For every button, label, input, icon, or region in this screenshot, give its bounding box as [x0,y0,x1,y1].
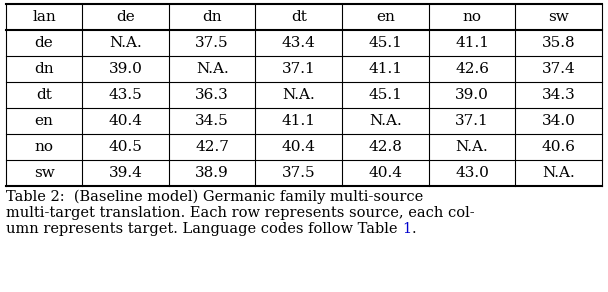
Text: multi-target translation. Each row represents source, each col-: multi-target translation. Each row repre… [6,206,475,220]
Text: 40.5: 40.5 [109,140,142,154]
Text: 39.0: 39.0 [109,62,142,76]
Text: 41.1: 41.1 [282,114,316,128]
Text: en: en [376,10,395,24]
Text: 39.4: 39.4 [109,166,142,180]
Text: dt: dt [291,10,307,24]
Text: 40.4: 40.4 [109,114,142,128]
Text: 34.5: 34.5 [195,114,229,128]
Text: 40.4: 40.4 [368,166,402,180]
Text: 34.3: 34.3 [542,88,576,102]
Text: de: de [116,10,135,24]
Text: 37.4: 37.4 [542,62,576,76]
Text: N.A.: N.A. [455,140,488,154]
Text: N.A.: N.A. [109,36,142,50]
Text: 39.0: 39.0 [455,88,489,102]
Text: 37.5: 37.5 [282,166,316,180]
Text: 42.6: 42.6 [455,62,489,76]
Text: 38.9: 38.9 [195,166,229,180]
Text: 37.1: 37.1 [455,114,489,128]
Text: dn: dn [202,10,222,24]
Text: 41.1: 41.1 [368,62,402,76]
Text: 37.1: 37.1 [282,62,316,76]
Text: 1: 1 [402,222,411,236]
Text: en: en [35,114,54,128]
Text: 40.6: 40.6 [542,140,576,154]
Text: 42.7: 42.7 [195,140,229,154]
Text: 45.1: 45.1 [368,88,402,102]
Text: N.A.: N.A. [283,88,315,102]
Text: sw: sw [33,166,55,180]
Text: Table 2:  (Baseline model) Germanic family multi-source: Table 2: (Baseline model) Germanic famil… [6,190,423,204]
Text: dn: dn [34,62,54,76]
Text: 35.8: 35.8 [542,36,576,50]
Text: 43.0: 43.0 [455,166,489,180]
Text: no: no [463,10,482,24]
Text: 45.1: 45.1 [368,36,402,50]
Text: dt: dt [36,88,52,102]
Text: N.A.: N.A. [196,62,229,76]
Text: 36.3: 36.3 [195,88,229,102]
Text: 42.8: 42.8 [368,140,402,154]
Text: lan: lan [32,10,56,24]
Text: 34.0: 34.0 [542,114,576,128]
Text: umn represents target. Language codes follow Table: umn represents target. Language codes fo… [6,222,402,236]
Text: 37.5: 37.5 [195,36,229,50]
Text: N.A.: N.A. [369,114,402,128]
Text: no: no [35,140,54,154]
Text: 41.1: 41.1 [455,36,489,50]
Text: 40.4: 40.4 [282,140,316,154]
Text: sw: sw [548,10,569,24]
Text: 43.4: 43.4 [282,36,316,50]
Text: N.A.: N.A. [542,166,575,180]
Text: de: de [35,36,54,50]
Text: 43.5: 43.5 [109,88,142,102]
Text: .: . [411,222,416,236]
